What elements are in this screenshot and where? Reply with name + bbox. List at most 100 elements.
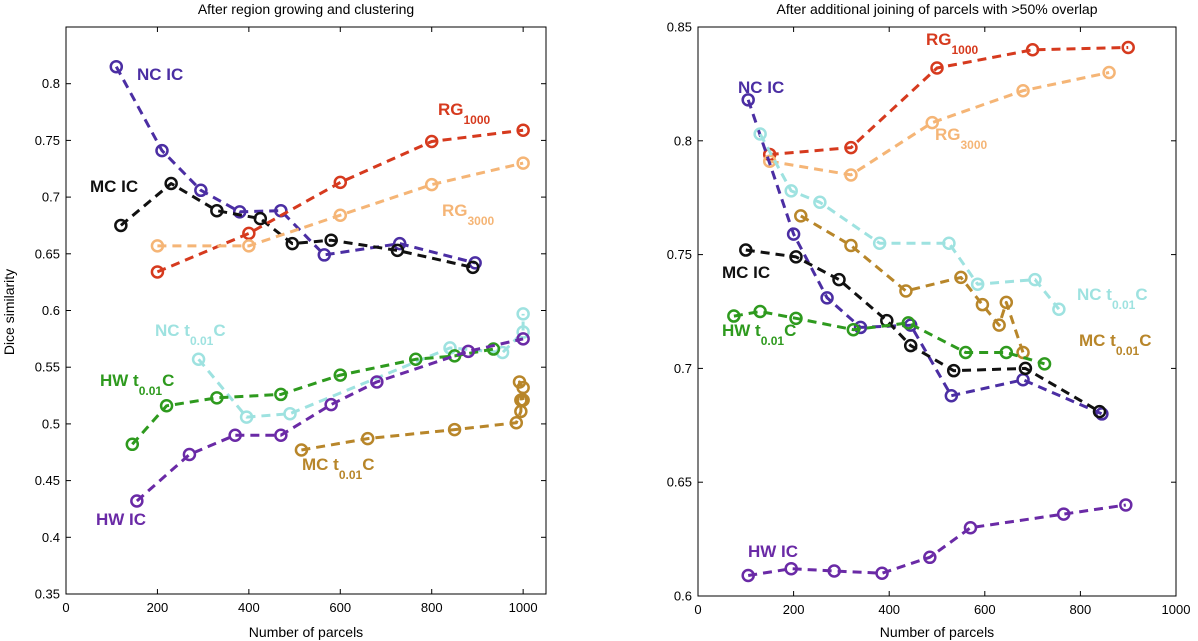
right-axis-ticks: 0 200 400 600 800 1000 0.6 0.65 0.7 0.75 0.8 0.85 xyxy=(667,20,1191,618)
series-line-nc-t0-01c xyxy=(758,133,1061,311)
data-point-mc-ic xyxy=(285,236,300,251)
series-line-hw-ic xyxy=(135,337,524,503)
data-point-hw-t0-01c xyxy=(958,345,973,360)
series-label-hw-t0-01c: HW t0.01C xyxy=(722,321,796,348)
data-point-nc-ic xyxy=(155,143,169,158)
right-series-labels: RG1000 RG3000 NC IC NC t0.01C MC IC MC t0.01C… xyxy=(722,30,1151,561)
data-point-hw-ic xyxy=(130,494,144,508)
data-point-rg1000 xyxy=(844,140,858,155)
data-point-rg1000 xyxy=(1025,43,1040,57)
data-point-mc-ic xyxy=(739,243,753,257)
series-line-rg1000 xyxy=(156,128,524,274)
y-tick-label: 0.8 xyxy=(674,133,692,148)
data-point-hw-t0-01c xyxy=(901,316,916,330)
y-tick-label: 0.4 xyxy=(42,530,60,545)
series-label-rg3000: RG3000 xyxy=(442,201,495,228)
data-point-hw-t0-01c xyxy=(447,349,462,363)
data-point-nc-ic xyxy=(109,59,124,74)
data-point-hw-t0-01c xyxy=(753,304,767,319)
y-tick-label: 0.45 xyxy=(35,473,60,488)
data-point-hw-t0-01c xyxy=(999,345,1014,360)
data-point-nc-ic xyxy=(786,227,801,241)
x-tick-label: 600 xyxy=(329,600,351,615)
data-point-mc-t0-01c xyxy=(992,318,1006,332)
series-label-nc-ic: NC IC xyxy=(137,65,183,84)
series-label-nc-t0-01c: NC t0.01C xyxy=(1077,285,1148,312)
data-point-rg1000 xyxy=(1121,40,1135,55)
data-point-hw-ic xyxy=(875,566,889,580)
x-tick-label: 0 xyxy=(694,602,701,617)
data-point-rg3000 xyxy=(1102,65,1116,80)
series-line-nc-ic xyxy=(114,65,476,265)
x-tick-label: 200 xyxy=(147,600,169,615)
data-point-mc-t0-01c xyxy=(844,238,858,253)
series-line-mc-t0-01c xyxy=(301,380,525,452)
data-point-mc-t0-01c xyxy=(360,431,375,446)
data-point-hw-ic xyxy=(370,375,384,389)
y-tick-label: 0.7 xyxy=(42,190,60,205)
y-tick-label: 0.8 xyxy=(42,76,60,91)
series-line-mc-t0-01c xyxy=(800,214,1025,353)
data-point-mc-ic xyxy=(466,260,480,275)
data-point-hw-t0-01c xyxy=(727,309,741,323)
data-point-rg1000 xyxy=(516,123,530,137)
series-label-rg1000: RG1000 xyxy=(926,30,979,57)
series-line-mc-ic xyxy=(119,182,474,269)
data-point-hw-t0-01c xyxy=(1037,357,1052,371)
data-point-nc-t0-01c xyxy=(1028,272,1042,287)
data-point-hw-ic xyxy=(324,397,338,412)
y-tick-label: 0.5 xyxy=(42,416,60,431)
right-panel: After additional joining of parcels with… xyxy=(667,1,1191,640)
right-panel-title: After additional joining of parcels with… xyxy=(776,1,1097,17)
data-point-mc-t0-01c xyxy=(447,422,462,437)
series-line-rg3000 xyxy=(157,161,524,248)
data-point-nc-ic xyxy=(944,388,959,403)
data-point-hw-t0-01c xyxy=(210,391,224,405)
left-series-labels: NC IC MC IC RG1000 RG3000 NC t0.01C HW t0.01C… xyxy=(90,65,495,529)
series-label-mc-t0-01c: MC t0.01C xyxy=(1079,331,1151,358)
data-point-hw-ic xyxy=(228,428,242,442)
data-point-rg3000 xyxy=(424,177,439,192)
data-point-mc-ic xyxy=(789,250,803,264)
data-point-rg3000 xyxy=(150,239,165,253)
series-label-hw-t0-01c: HW t0.01C xyxy=(100,371,174,398)
data-point-hw-ic xyxy=(963,520,978,535)
data-point-rg1000 xyxy=(242,226,256,241)
y-tick-label: 0.55 xyxy=(35,360,60,375)
data-point-nc-t0-01c xyxy=(191,352,206,367)
data-point-nc-t0-01c xyxy=(813,195,827,210)
left-panel-title: After region growing and clustering xyxy=(198,1,414,17)
series-label-hw-ic: HW IC xyxy=(748,542,798,561)
data-point-mc-t0-01c xyxy=(1016,345,1030,360)
data-point-mc-t0-01c xyxy=(509,416,524,430)
left-series-group xyxy=(109,59,530,508)
x-tick-label: 800 xyxy=(421,600,443,615)
x-tick-label: 400 xyxy=(238,600,260,615)
data-point-mc-t0-01c xyxy=(512,375,527,389)
series-label-nc-ic: NC IC xyxy=(738,78,784,97)
data-point-hw-ic xyxy=(516,332,530,346)
data-point-mc-ic xyxy=(324,233,338,247)
data-point-nc-t0-01c xyxy=(753,127,767,141)
data-point-hw-ic xyxy=(827,564,841,578)
data-point-nc-t0-01c xyxy=(283,406,297,421)
data-point-mc-ic xyxy=(946,363,961,378)
data-point-nc-ic xyxy=(1016,373,1030,387)
series-label-rg1000: RG1000 xyxy=(438,100,491,127)
y-tick-label: 0.75 xyxy=(667,247,692,262)
data-point-hw-ic xyxy=(274,428,288,442)
series-line-nc-ic xyxy=(746,99,1103,416)
data-point-mc-t0-01c xyxy=(899,284,913,298)
data-point-nc-t0-01c xyxy=(239,410,254,424)
data-point-rg3000 xyxy=(1016,83,1030,98)
series-label-mc-t0-01c: MC t0.01C xyxy=(302,455,374,482)
data-point-rg3000 xyxy=(242,239,256,253)
data-point-rg3000 xyxy=(333,208,348,222)
data-point-mc-t0-01c xyxy=(975,297,990,312)
data-point-mc-ic xyxy=(253,211,268,226)
left-x-axis-label: Number of parcels xyxy=(249,624,363,640)
data-point-mc-ic xyxy=(903,338,918,353)
x-tick-label: 800 xyxy=(1070,602,1092,617)
data-point-mc-ic xyxy=(164,176,178,191)
